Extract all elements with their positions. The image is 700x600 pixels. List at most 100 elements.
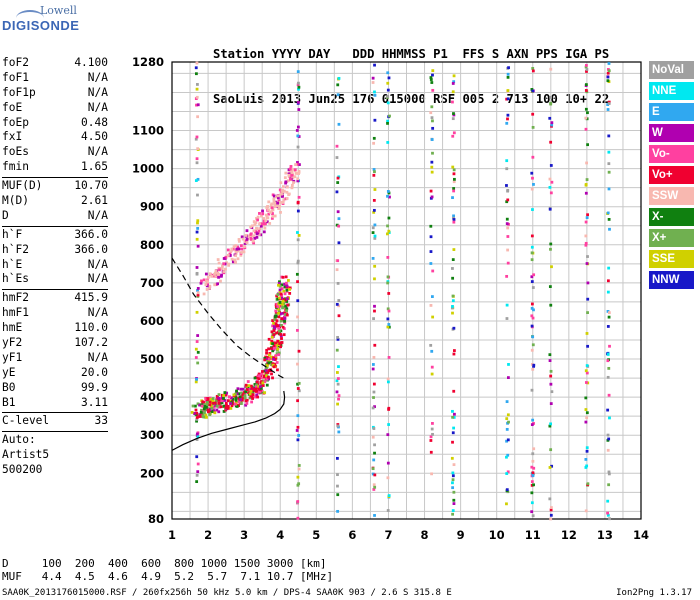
clevel-label: C-level	[2, 414, 50, 428]
echo-point	[218, 405, 221, 409]
param-label: foEp	[2, 115, 29, 129]
echo-point	[250, 400, 254, 404]
param-label: yF1	[2, 350, 23, 364]
echo-point	[281, 317, 285, 321]
interference-point	[548, 285, 552, 288]
interference-point	[452, 180, 456, 184]
echo-point	[236, 245, 240, 249]
echo-point	[259, 224, 263, 228]
interference-point	[531, 367, 535, 371]
echo-point	[199, 415, 202, 418]
interference-point	[507, 363, 510, 366]
echo-point	[252, 229, 256, 233]
interference-point	[196, 219, 200, 223]
echo-point	[248, 396, 252, 400]
interference-point	[549, 247, 552, 251]
echo-point	[293, 175, 297, 179]
interference-point	[606, 408, 610, 412]
echo-point	[201, 415, 205, 419]
interference-point	[530, 501, 534, 505]
echo-point	[233, 258, 237, 262]
interference-point	[296, 161, 299, 164]
param-value: N/A	[87, 100, 108, 114]
echo-point	[267, 369, 271, 373]
param-row: D N/A	[2, 209, 108, 224]
interference-point	[530, 245, 534, 249]
interference-point	[584, 381, 588, 384]
interference-point	[606, 108, 610, 111]
interference-point	[429, 78, 433, 81]
echo-point	[265, 206, 269, 209]
interference-point	[431, 422, 434, 425]
interference-point	[296, 145, 300, 149]
interference-point	[372, 173, 376, 177]
param-label: MUF(D)	[2, 179, 43, 193]
interference-point	[606, 448, 610, 452]
interference-point	[531, 316, 535, 320]
echo-point	[276, 305, 280, 309]
echo-point	[211, 400, 215, 403]
interference-point	[336, 456, 339, 460]
interference-point	[336, 509, 340, 513]
interference-point	[388, 195, 391, 199]
echo-point	[234, 396, 238, 400]
param-label: M(D)	[2, 194, 29, 208]
echo-point	[240, 235, 244, 239]
interference-point	[372, 208, 376, 212]
echo-point	[276, 293, 280, 296]
interference-point	[196, 193, 199, 197]
echo-point	[276, 201, 280, 205]
echo-point	[267, 361, 271, 365]
interference-point	[195, 95, 199, 99]
echo-point	[279, 292, 283, 296]
echo-point	[225, 391, 229, 395]
echo-point	[256, 376, 260, 380]
interference-point	[387, 325, 391, 329]
interference-point	[531, 112, 535, 116]
interference-point	[335, 190, 339, 194]
interference-point	[450, 306, 454, 310]
echo-point	[217, 398, 221, 402]
echo-point	[285, 190, 289, 194]
echo-point	[220, 399, 224, 403]
echo-point	[260, 214, 263, 218]
echo-point	[275, 361, 279, 364]
interference-point	[386, 317, 390, 321]
param-row: fmin 1.65	[2, 160, 108, 175]
param-row: yF1 N/A	[2, 351, 108, 366]
interference-point	[336, 335, 339, 339]
interference-point	[336, 176, 340, 180]
echo-point	[284, 313, 287, 316]
echo-point	[210, 410, 214, 413]
echo-point	[272, 344, 276, 347]
interference-point	[371, 226, 375, 230]
interference-point	[386, 190, 390, 193]
interference-point	[337, 241, 341, 245]
echo-point	[217, 410, 221, 414]
interference-point	[296, 387, 300, 390]
interference-point	[606, 375, 610, 379]
echo-point	[235, 405, 239, 408]
interference-point	[386, 377, 390, 381]
echo-point	[232, 393, 236, 397]
y-tick-label: 700	[140, 276, 164, 290]
echo-point	[249, 225, 253, 229]
interference-point	[530, 348, 534, 352]
interference-point	[584, 466, 588, 469]
interference-point	[337, 304, 341, 308]
echo-point	[283, 321, 287, 325]
interference-point	[451, 100, 454, 104]
interference-point	[337, 76, 341, 80]
interference-point	[451, 409, 454, 413]
echo-point	[215, 404, 219, 408]
echo-point	[228, 254, 232, 257]
echo-point	[280, 302, 284, 306]
param-label: foF1p	[2, 85, 36, 99]
interference-point	[296, 328, 299, 332]
interference-point	[196, 147, 200, 151]
interference-point	[194, 72, 198, 76]
echo-point	[257, 374, 261, 378]
interference-point	[296, 238, 300, 242]
interference-point	[550, 121, 554, 125]
interference-point	[530, 324, 534, 328]
